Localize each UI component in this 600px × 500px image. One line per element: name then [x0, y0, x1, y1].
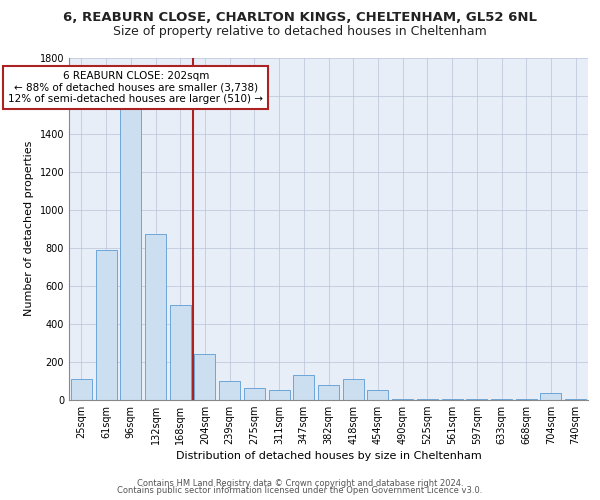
- Bar: [293, 376, 314, 400]
- X-axis label: Distribution of detached houses by size in Cheltenham: Distribution of detached houses by size …: [176, 452, 481, 462]
- Bar: [565, 399, 586, 400]
- Bar: [491, 399, 512, 400]
- Bar: [392, 399, 413, 400]
- Text: 6 REABURN CLOSE: 202sqm
← 88% of detached houses are smaller (3,738)
12% of semi: 6 REABURN CLOSE: 202sqm ← 88% of detache…: [8, 71, 263, 104]
- Bar: [120, 103, 141, 400]
- Bar: [95, 250, 116, 400]
- Bar: [170, 305, 191, 400]
- Text: 6, REABURN CLOSE, CHARLTON KINGS, CHELTENHAM, GL52 6NL: 6, REABURN CLOSE, CHARLTON KINGS, CHELTE…: [63, 11, 537, 24]
- Bar: [194, 354, 215, 400]
- Text: Contains HM Land Registry data © Crown copyright and database right 2024.: Contains HM Land Registry data © Crown c…: [137, 478, 463, 488]
- Bar: [145, 234, 166, 400]
- Bar: [417, 399, 438, 400]
- Bar: [244, 388, 265, 400]
- Bar: [219, 381, 240, 400]
- Bar: [269, 390, 290, 400]
- Bar: [466, 399, 487, 400]
- Text: Size of property relative to detached houses in Cheltenham: Size of property relative to detached ho…: [113, 25, 487, 38]
- Bar: [516, 399, 537, 400]
- Bar: [442, 399, 463, 400]
- Bar: [343, 379, 364, 400]
- Y-axis label: Number of detached properties: Number of detached properties: [24, 141, 34, 316]
- Bar: [541, 394, 562, 400]
- Bar: [367, 390, 388, 400]
- Bar: [71, 379, 92, 400]
- Text: Contains public sector information licensed under the Open Government Licence v3: Contains public sector information licen…: [118, 486, 482, 495]
- Bar: [318, 385, 339, 400]
